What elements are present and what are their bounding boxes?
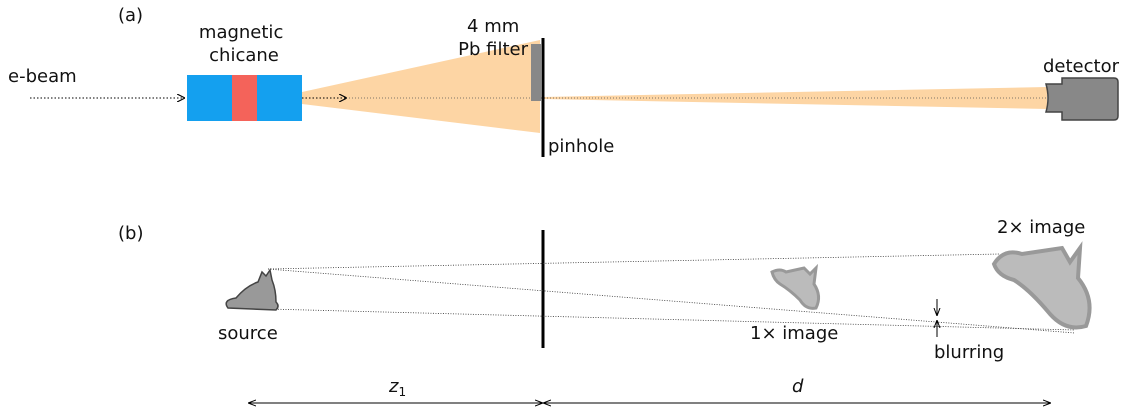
blurring-label: blurring <box>934 342 1004 363</box>
beam-label: e-beam <box>8 66 77 87</box>
source-label: source <box>218 323 278 344</box>
detector-label: detector <box>1043 56 1120 77</box>
source-cat <box>226 270 278 310</box>
filter-label: 4 mm Pb filter <box>458 16 528 60</box>
ray-lines <box>268 254 1075 333</box>
image-cat <box>772 268 819 308</box>
image-label: 1× image <box>750 323 838 344</box>
diagram: (a) e-beam magnetic chicane 4 mm Pb filt… <box>0 0 1129 416</box>
page: {"panel_a": {"label": "(a)", "chicane": … <box>0 0 1129 416</box>
pinhole-label: pinhole <box>548 136 614 157</box>
xray-cone <box>543 87 1047 109</box>
distance-label: z1 <box>388 376 406 399</box>
detector <box>1046 78 1118 120</box>
image-cat <box>994 248 1090 328</box>
panel-label: (a) <box>118 5 143 26</box>
chicane-label: magnetic chicane <box>199 22 289 66</box>
image-label: 2× image <box>997 217 1085 238</box>
pb-filter <box>531 44 541 101</box>
panel-label: (b) <box>118 223 143 244</box>
chicane-magnet <box>232 75 257 121</box>
distance-label: d <box>792 376 804 397</box>
